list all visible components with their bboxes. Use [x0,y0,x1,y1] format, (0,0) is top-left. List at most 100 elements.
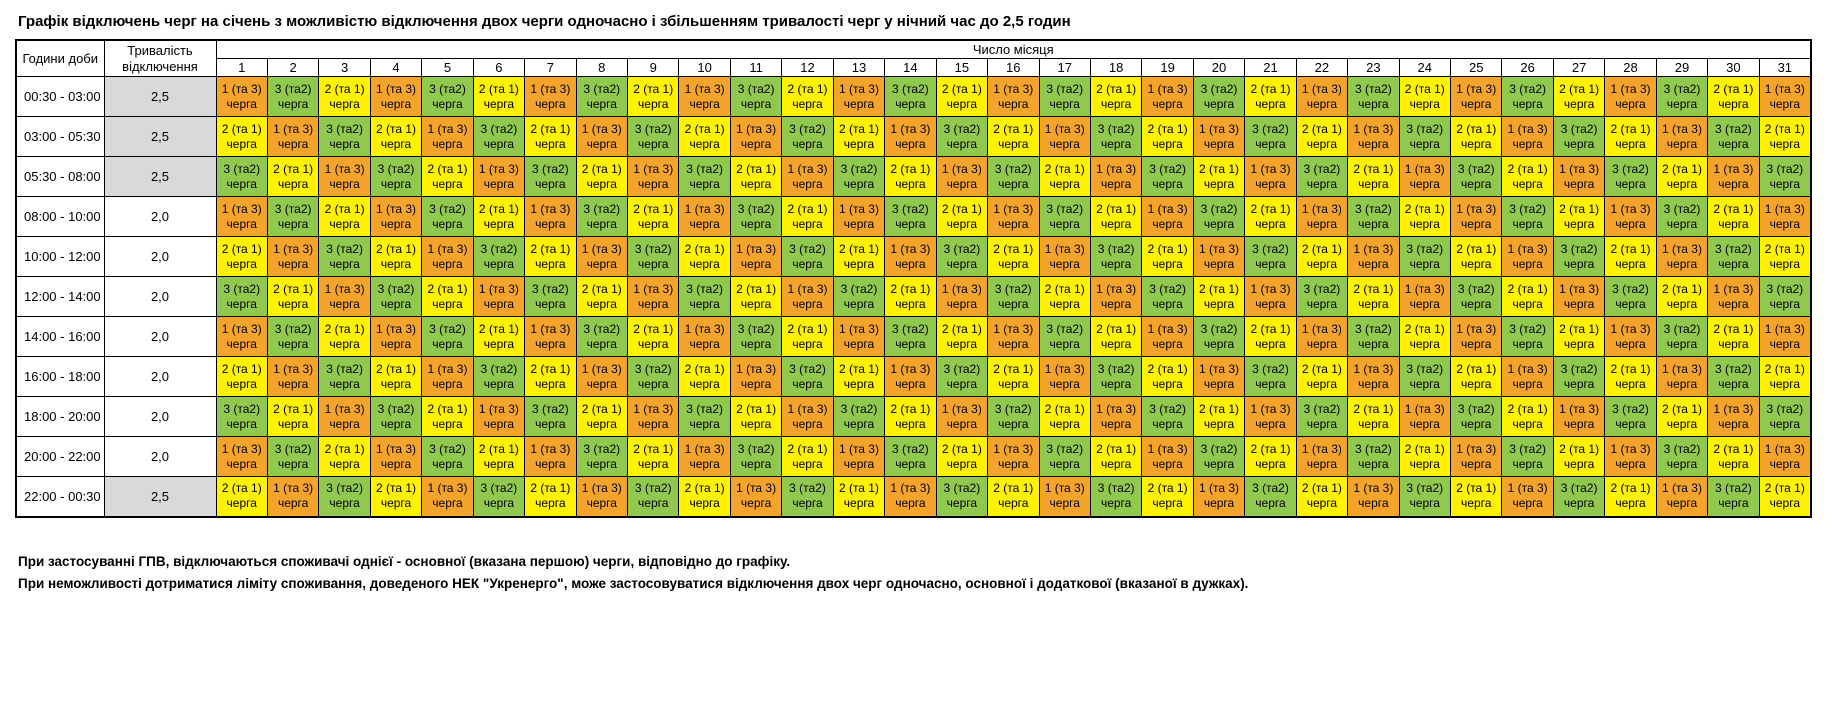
queue-cell-q1: 1 (та 3) черга [884,476,937,517]
queue-word: черга [277,336,309,351]
queue-word: черга [1152,496,1183,511]
queue-label: 1 (та 3) [1301,321,1342,336]
queue-word: черга [946,216,978,231]
queue-word: черга [277,136,309,151]
queue-word: черга [380,496,412,511]
queue-label: 2 (та 1) [838,361,879,376]
day-column-header: 13 [832,58,886,77]
queue-label: 2 (та 1) [530,361,571,376]
duration-header: Тривалість відключення [103,39,217,77]
queue-cell-q1: 1 (та 3) черга [1192,356,1246,397]
queue-cell-q2: 2 (та 1) черга [1707,196,1760,237]
queue-word: черга [1255,256,1286,271]
queue-cell-q3: 3 (та2) черга [1449,276,1503,317]
day-column-header: 4 [369,58,423,77]
queue-label: 2 (та 1) [1250,441,1291,456]
queue-word: черга [1152,136,1183,151]
duration-value-cell: 2,0 [103,396,217,437]
queue-cell-q2: 2 (та 1) черга [524,476,577,517]
queue-cell-q3: 3 (та2) черга [1449,396,1503,437]
queue-cell-q1: 1 (та 3) черга [1552,276,1606,317]
queue-cell-q2: 2 (та 1) черга [1192,156,1246,197]
queue-word: черга [998,416,1029,431]
queue-word: черга [1461,216,1492,231]
queue-label: 3 (та2) [737,321,775,336]
queue-cell-q3: 3 (та2) черга [1758,396,1812,437]
queue-cell-q3: 3 (та2) черга [1552,476,1606,517]
queue-cell-q2: 2 (та 1) черга [1552,436,1606,477]
queue-word: черга [1049,296,1080,311]
queue-cell-q3: 3 (та2) черга [524,276,577,317]
queue-word: черга [740,416,772,431]
queue-word: черга [792,216,823,231]
queue-cell-q1: 1 (та 3) черга [1347,356,1400,397]
queue-cell-q2: 2 (та 1) черга [369,116,423,157]
queue-word: черга [998,256,1029,271]
queue-label: 1 (та 3) [787,161,828,176]
page-title: Графік відключень черг на січень з можли… [18,13,1071,30]
queue-label: 3 (та2) [377,281,415,296]
queue-cell-q2: 2 (та 1) черга [524,236,577,277]
queue-word: черга [740,296,772,311]
day-column-header: 9 [626,58,680,77]
queue-word: черга [1306,296,1338,311]
queue-cell-q2: 2 (та 1) черга [318,316,371,357]
queue-label: 2 (та 1) [1713,81,1754,96]
queue-word: черга [946,456,978,471]
queue-label: 2 (та 1) [1353,161,1394,176]
queue-label: 3 (та2) [1509,201,1547,216]
queue-word: черга [998,176,1029,191]
queue-label: 2 (та 1) [581,401,622,416]
queue-cell-q2: 2 (та 1) черга [1141,476,1194,517]
queue-word: черга [1255,456,1286,471]
queue-cell-q1: 1 (та 3) черга [987,76,1040,117]
queue-word: черга [1615,96,1646,111]
queue-cell-q3: 3 (та2) черга [678,396,731,437]
queue-label: 1 (та 3) [427,361,468,376]
queue-label: 2 (та 1) [1507,281,1548,296]
queue-cell-q2: 2 (та 1) черга [781,316,834,357]
queue-cell-q3: 3 (та2) черга [987,276,1040,317]
queue-cell-q1: 1 (та 3) черга [1604,196,1657,237]
schedule-row: 16:00 - 18:00 2,0 2 (та 1) черга 1 (та 3) чер… [15,356,1812,397]
queue-cell-q1: 1 (та 3) черга [1192,236,1246,277]
queue-cell-q1: 1 (та 3) черга [1707,276,1760,317]
queue-cell-q1: 1 (та 3) черга [524,316,577,357]
queue-label: 1 (та 3) [1250,281,1291,296]
queue-label: 2 (та 1) [324,321,365,336]
queue-word: черга [1100,496,1132,511]
queue-label: 2 (та 1) [633,321,674,336]
queue-cell-q1: 1 (та 3) черга [1295,316,1349,357]
queue-cell-q2: 2 (та 1) черга [1089,316,1143,357]
queue-label: 3 (та2) [1509,321,1547,336]
queue-label: 2 (та 1) [993,481,1034,496]
queue-word: черга [946,296,978,311]
queue-word: черга [1718,456,1749,471]
queue-label: 1 (та 3) [1147,81,1188,96]
queue-word: черга [1306,456,1338,471]
queue-word: черга [1563,456,1595,471]
queue-label: 3 (та2) [737,81,775,96]
day-column-header: 8 [575,58,629,77]
queue-word: черга [380,176,412,191]
queue-word: черга [1203,216,1235,231]
queue-cell-q1: 1 (та 3) черга [1295,196,1349,237]
queue-label: 2 (та 1) [1764,361,1805,376]
queue-label: 2 (та 1) [1096,441,1137,456]
queue-label: 1 (та 3) [684,321,725,336]
queue-word: черга [843,136,875,151]
queue-label: 2 (та 1) [1559,321,1600,336]
queue-label: 1 (та 3) [581,241,622,256]
queue-word: черга [329,136,360,151]
queue-label: 3 (та2) [1149,401,1186,416]
queue-label: 3 (та2) [840,281,878,296]
queue-cell-q3: 3 (та2) черга [626,356,680,397]
queue-word: черга [1666,256,1698,271]
queue-cell-q1: 1 (та 3) черга [987,196,1040,237]
queue-cell-q2: 2 (та 1) черга [1398,196,1452,237]
queue-word: черга [1100,376,1132,391]
queue-label: 2 (та 1) [684,481,725,496]
schedule-row: 18:00 - 20:00 2,0 3 (та2) черга 2 (та 1) черг… [15,396,1812,437]
queue-word: черга [1049,496,1080,511]
queue-cell-q2: 2 (та 1) черга [1398,316,1452,357]
